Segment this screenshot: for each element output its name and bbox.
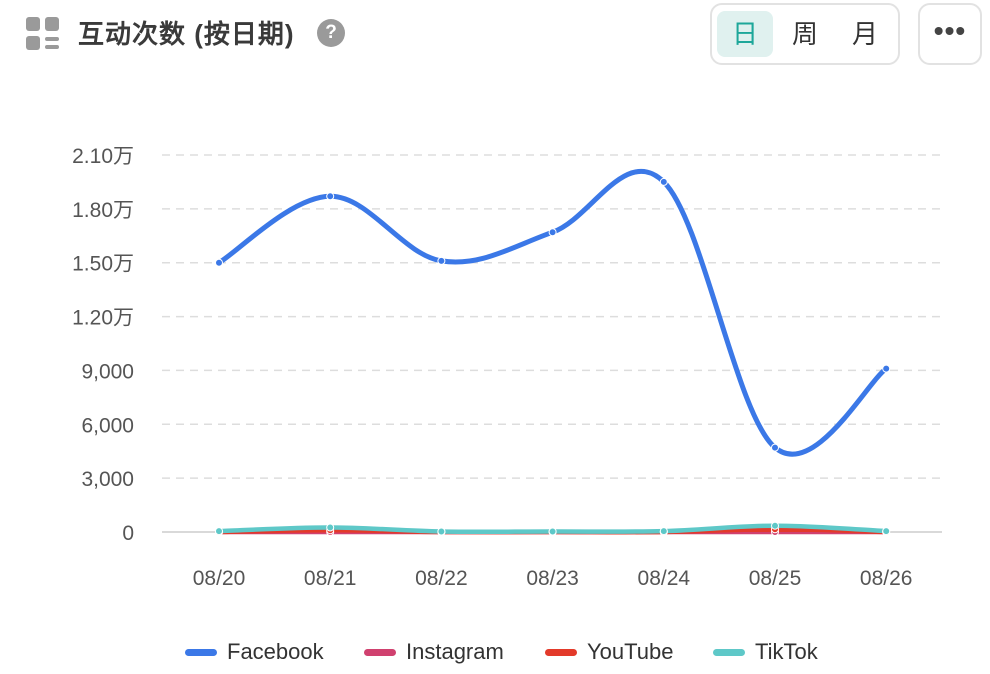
y-tick-label: 2.10万 bbox=[72, 145, 134, 168]
y-axis-ticks: 0 3,000 6,000 9,000 1.20万 1.50万 1.80万 2.10万 bbox=[72, 145, 134, 545]
y-tick-label: 1.20万 bbox=[72, 307, 134, 330]
data-point-tiktok bbox=[215, 527, 223, 536]
data-point-tiktok bbox=[659, 527, 668, 536]
x-axis-ticks: 08/20 08/21 08/22 08/23 08/24 08/25 08/26 bbox=[193, 567, 913, 590]
x-tick-label: 08/26 bbox=[860, 567, 913, 590]
granularity-toggle: 日 周 月 bbox=[710, 3, 900, 65]
legend-swatch-tiktok bbox=[713, 648, 745, 656]
data-point-facebook bbox=[771, 443, 779, 452]
help-icon[interactable]: ? bbox=[317, 19, 345, 47]
chart-legend: Facebook Instagram YouTube TikTok bbox=[0, 634, 990, 670]
data-point-tiktok bbox=[548, 527, 557, 536]
line-chart: 0 3,000 6,000 9,000 1.20万 1.50万 1.80万 2.10万 08/… bbox=[72, 145, 942, 590]
data-point-facebook bbox=[548, 228, 557, 237]
x-tick-label: 08/21 bbox=[304, 567, 357, 590]
x-tick-label: 08/24 bbox=[638, 567, 691, 590]
y-tick-label: 1.50万 bbox=[72, 253, 134, 276]
data-point-tiktok bbox=[437, 527, 446, 536]
chart-gridlines bbox=[162, 154, 942, 533]
x-tick-label: 08/22 bbox=[415, 567, 468, 590]
x-tick-label: 08/23 bbox=[526, 567, 579, 590]
y-tick-label: 6,000 bbox=[81, 414, 134, 437]
legend-label-tiktok: TikTok bbox=[755, 639, 818, 664]
legend-label-facebook: Facebook bbox=[227, 639, 324, 664]
data-point-facebook bbox=[326, 192, 335, 201]
data-point-facebook bbox=[437, 256, 446, 265]
legend-label-youtube: YouTube bbox=[587, 639, 674, 664]
series-line-facebook bbox=[216, 168, 889, 457]
chart-header: 互动次数 (按日期) ? 日 周 月 ••• bbox=[0, 0, 990, 70]
chart-title: 互动次数 (按日期) bbox=[78, 19, 295, 49]
data-point-tiktok bbox=[326, 523, 335, 532]
data-point-tiktok bbox=[771, 521, 779, 530]
data-point-tiktok bbox=[882, 527, 891, 536]
granularity-month-button[interactable]: 月 bbox=[851, 19, 878, 49]
legend-item-facebook[interactable]: Facebook bbox=[185, 634, 324, 670]
legend-swatch-youtube bbox=[545, 648, 577, 656]
x-tick-label: 08/20 bbox=[193, 567, 246, 590]
legend-swatch-instagram bbox=[364, 648, 396, 656]
legend-item-instagram[interactable]: Instagram bbox=[364, 634, 504, 670]
dashboard-icon bbox=[26, 17, 59, 50]
x-tick-label: 08/25 bbox=[749, 567, 802, 590]
y-tick-label: 0 bbox=[122, 522, 134, 545]
legend-label-instagram: Instagram bbox=[406, 639, 504, 664]
data-point-facebook bbox=[882, 364, 891, 373]
y-tick-label: 1.80万 bbox=[72, 199, 134, 222]
y-tick-label: 3,000 bbox=[81, 468, 134, 491]
more-options-button[interactable]: ••• bbox=[918, 3, 982, 65]
chart-points bbox=[215, 177, 891, 536]
granularity-week-button[interactable]: 周 bbox=[791, 19, 818, 49]
legend-item-tiktok[interactable]: TikTok bbox=[713, 634, 818, 670]
legend-swatch-facebook bbox=[185, 648, 217, 656]
granularity-day-button[interactable]: 日 bbox=[717, 11, 773, 57]
y-tick-label: 9,000 bbox=[81, 360, 134, 383]
legend-item-youtube[interactable]: YouTube bbox=[545, 634, 673, 670]
data-point-facebook bbox=[659, 177, 668, 186]
data-point-facebook bbox=[215, 258, 223, 267]
